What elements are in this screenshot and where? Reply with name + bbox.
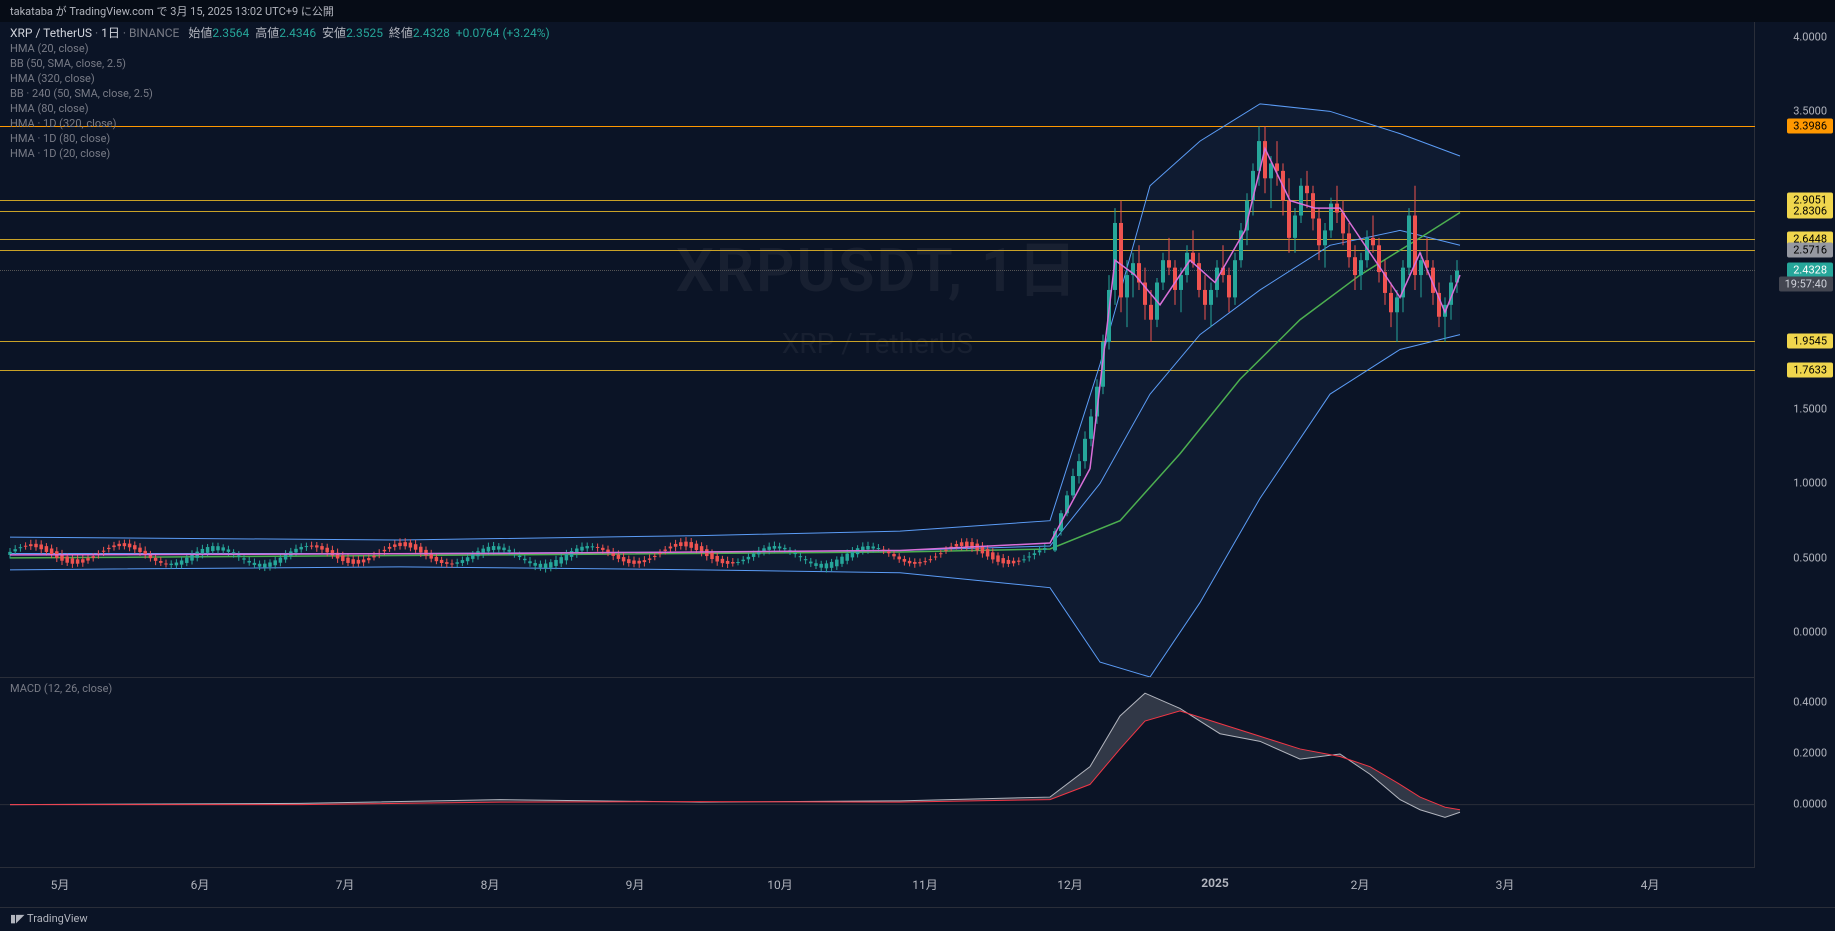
time-axis[interactable]: 5月 6月 7月 8月 9月 10月 11月 12月 2025 2月 3月 4月 <box>0 867 1755 907</box>
time-tick: 10月 <box>767 876 793 893</box>
macd-tick: 0.0000 <box>1793 797 1827 810</box>
time-tick: 6月 <box>191 876 210 893</box>
ohlc-change-pct: (+3.24%) <box>502 26 549 40</box>
time-tick: 4月 <box>1641 876 1660 893</box>
time-tick: 3月 <box>1496 876 1515 893</box>
ohlc-open: 2.3564 <box>212 26 249 40</box>
indicator-label: HMA · 1D (320, close) <box>10 116 550 131</box>
time-tick: 9月 <box>626 876 645 893</box>
symbol-exchange: BINANCE <box>129 26 179 40</box>
time-tick: 5月 <box>51 876 70 893</box>
macd-tick: 0.4000 <box>1793 696 1827 709</box>
price-tick: 0.0000 <box>1793 626 1827 639</box>
main-chart[interactable]: XRPUSDT, 1日 XRP / TetherUS XRP / TetherU… <box>0 22 1755 677</box>
ohlc-high: 2.4346 <box>279 26 316 40</box>
symbol-interval: 1日 <box>101 26 120 40</box>
time-tick: 8月 <box>481 876 500 893</box>
indicator-label: HMA (320, close) <box>10 71 550 86</box>
price-level-box: 1.9545 <box>1787 334 1833 349</box>
indicator-label: BB (50, SMA, close, 2.5) <box>10 56 550 71</box>
price-level-box: 19:57:40 <box>1779 277 1833 292</box>
time-tick: 12月 <box>1057 876 1083 893</box>
price-level-box: 2.5716 <box>1787 242 1833 257</box>
time-tick: 2025 <box>1201 876 1229 890</box>
macd-panel[interactable]: MACD (12, 26, close) <box>0 677 1755 867</box>
indicator-label: BB · 240 (50, SMA, close, 2.5) <box>10 86 550 101</box>
time-tick: 2月 <box>1351 876 1370 893</box>
brand-text: TradingView <box>27 912 88 925</box>
ohlc-low: 2.3525 <box>346 26 383 40</box>
time-tick: 7月 <box>336 876 355 893</box>
price-level-box: 3.3986 <box>1787 119 1833 134</box>
price-level-box: 2.8306 <box>1787 203 1833 218</box>
macd-axis[interactable]: 0.0000 0.2000 0.4000 <box>1755 677 1835 867</box>
price-tick: 3.5000 <box>1793 105 1827 118</box>
indicator-label: HMA (20, close) <box>10 41 550 56</box>
ohlc-close: 2.4328 <box>413 26 450 40</box>
price-tick: 4.0000 <box>1793 30 1827 43</box>
price-level-box: 2.4328 <box>1787 263 1833 278</box>
price-tick: 1.5000 <box>1793 403 1827 416</box>
ohlc-change: +0.0764 <box>456 26 500 40</box>
price-axis[interactable]: 0.0000 0.5000 1.0000 1.5000 3.5000 4.0000 3.3… <box>1755 22 1835 677</box>
price-tick: 1.0000 <box>1793 477 1827 490</box>
publish-header: takataba が TradingView.com で 3月 15, 2025… <box>0 0 1835 22</box>
time-tick: 11月 <box>912 876 938 893</box>
indicator-label: HMA (80, close) <box>10 101 550 116</box>
symbol-legend: XRP / TetherUS · 1日 · BINANCE 始値2.3564 高… <box>10 26 550 161</box>
indicator-label: HMA · 1D (80, close) <box>10 131 550 146</box>
symbol-pair: XRP / TetherUS <box>10 26 92 40</box>
footer: ▮◤ TradingView <box>0 907 1835 931</box>
indicator-label: HMA · 1D (20, close) <box>10 146 550 161</box>
price-tick: 0.5000 <box>1793 551 1827 564</box>
price-level-box: 1.7633 <box>1787 362 1833 377</box>
publish-text: takataba が TradingView.com で 3月 15, 2025… <box>10 5 334 18</box>
macd-tick: 0.2000 <box>1793 747 1827 760</box>
tradingview-logo: ▮◤ <box>10 912 27 925</box>
